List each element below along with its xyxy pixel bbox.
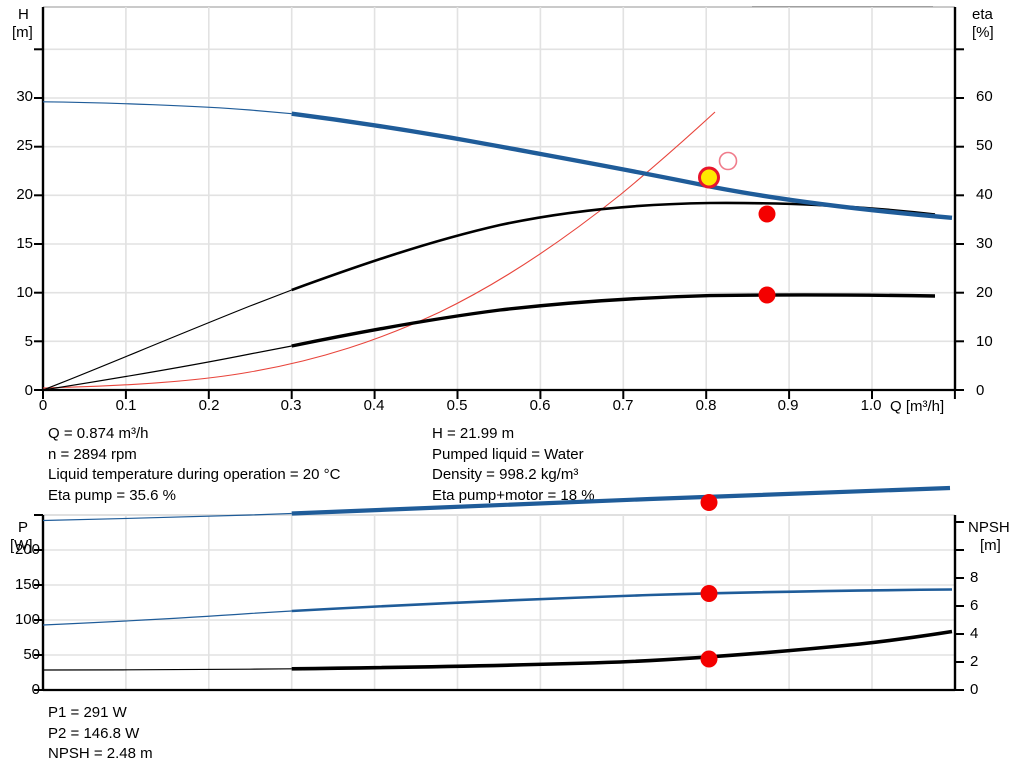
duty-point-eta-marker [758,205,776,223]
p-axis-title-line1: P [18,519,29,536]
duty-point-p1-marker [700,494,718,511]
eta-tick-20: 20 [976,284,993,301]
npsh-curve [291,629,953,671]
eta-tick-50: 50 [976,137,993,154]
power-results-block: P1 = 291 W P2 = 146.8 W NPSH = 2.48 m [48,703,153,765]
npsh-tick-8: 8 [970,569,979,586]
npsh-curve-top [42,111,716,389]
q-axis-title: Q [m³/h] [890,398,945,415]
h-tick-5: 5 [24,333,33,350]
npsh-tick-2: 2 [970,653,979,670]
duty-density: Density = 998.2 kg/m³ [432,466,579,483]
q-tick-0.6: 0.6 [529,397,551,414]
q-tick-0.2: 0.2 [198,397,220,414]
power-npsh-plot [34,485,964,692]
duty-point-p2-marker [700,585,718,602]
h-tick-20: 20 [16,186,33,203]
p-tick-100: 100 [14,611,40,628]
horizontal-gridlines [43,48,955,343]
npsh-curve-thin [42,668,292,671]
p-axis-title-line2: [W] [10,537,33,554]
duty-n: n = 2894 rpm [48,445,137,463]
q-tick-0.8: 0.8 [695,397,717,414]
npsh-tick-0: 0 [970,681,979,698]
eta-pump-motor-curve [291,293,936,348]
npsh-axis-title-line1: NPSH [968,519,1010,536]
p2-curve [291,588,953,613]
duty-point-eta-motor-marker [758,286,776,304]
eta-tick-30: 30 [976,235,993,252]
duty-h: H = 21.99 m [432,425,515,442]
q-tick-0.5: 0.5 [446,397,468,414]
eta-axis-title-line2: [%] [972,24,994,41]
duty-eta-pump-motor: Eta pump+motor = 18 % [432,486,595,504]
q-tick-1.0: 1.0 [860,397,882,414]
duty-q: Q = 0.874 m³/h [48,425,149,442]
q-tick-0.4: 0.4 [363,397,385,414]
duty-point-npsh-marker [700,650,718,668]
head-curve [291,111,953,220]
eta-axis-title-line1: eta [972,6,993,23]
h-tick-15: 15 [16,235,33,252]
duty-point-column-1: Q = 0.874 m³/h n = 2894 rpm Liquid tempe… [48,424,340,506]
h-axis-title-line2: [m] [12,24,33,41]
h-tick-30: 30 [16,88,33,105]
eta-tick-40: 40 [976,186,993,203]
h-tick-0: 0 [24,382,33,399]
q-tick-0.1: 0.1 [115,397,137,414]
head-curve-thin [42,101,292,115]
result-npsh: NPSH = 2.48 m [48,745,153,762]
head-efficiency-plot [34,6,964,399]
h-tick-10: 10 [16,284,33,301]
p2-curve-thin [42,610,292,626]
q-tick-0.9: 0.9 [777,397,799,414]
vertical-gridlines [125,7,873,390]
horizontal-gridlines-bottom [43,514,955,656]
duty-liquid: Pumped liquid = Water [432,445,584,463]
q-tick-0: 0 [38,397,48,414]
result-p2: P2 = 146.8 W [48,724,140,742]
duty-point-head-marker [698,166,720,189]
p1-curve [291,485,951,516]
npsh-tick-6: 6 [970,597,979,614]
p1-curve-thin [42,512,292,522]
q-tick-0.3: 0.3 [280,397,302,414]
eta-tick-0: 0 [976,382,985,399]
duty-eta-pump: Eta pump = 35.6 % [48,486,176,504]
eta-pump-curve-thin [42,289,292,391]
p-tick-150: 150 [14,576,40,593]
eta-tick-10: 10 [976,333,993,350]
eta-tick-60: 60 [976,88,993,105]
h-tick-25: 25 [16,137,33,154]
q-tick-0.7: 0.7 [612,397,634,414]
duty-point-column-2: H = 21.99 m Pumped liquid = Water Densit… [432,424,595,506]
result-p1: P1 = 291 W [48,704,127,721]
eta-pump-motor-curve-thin [42,345,292,391]
duty-temp: Liquid temperature during operation = 20… [48,466,341,483]
npsh-axis-title-line2: [m] [980,537,1001,554]
npsh-tick-4: 4 [970,625,979,642]
p-tick-200: 200 [14,541,40,558]
p-tick-50: 50 [23,646,40,663]
h-axis-title-line1: H [18,6,29,23]
alternate-duty-point-marker [718,151,738,171]
